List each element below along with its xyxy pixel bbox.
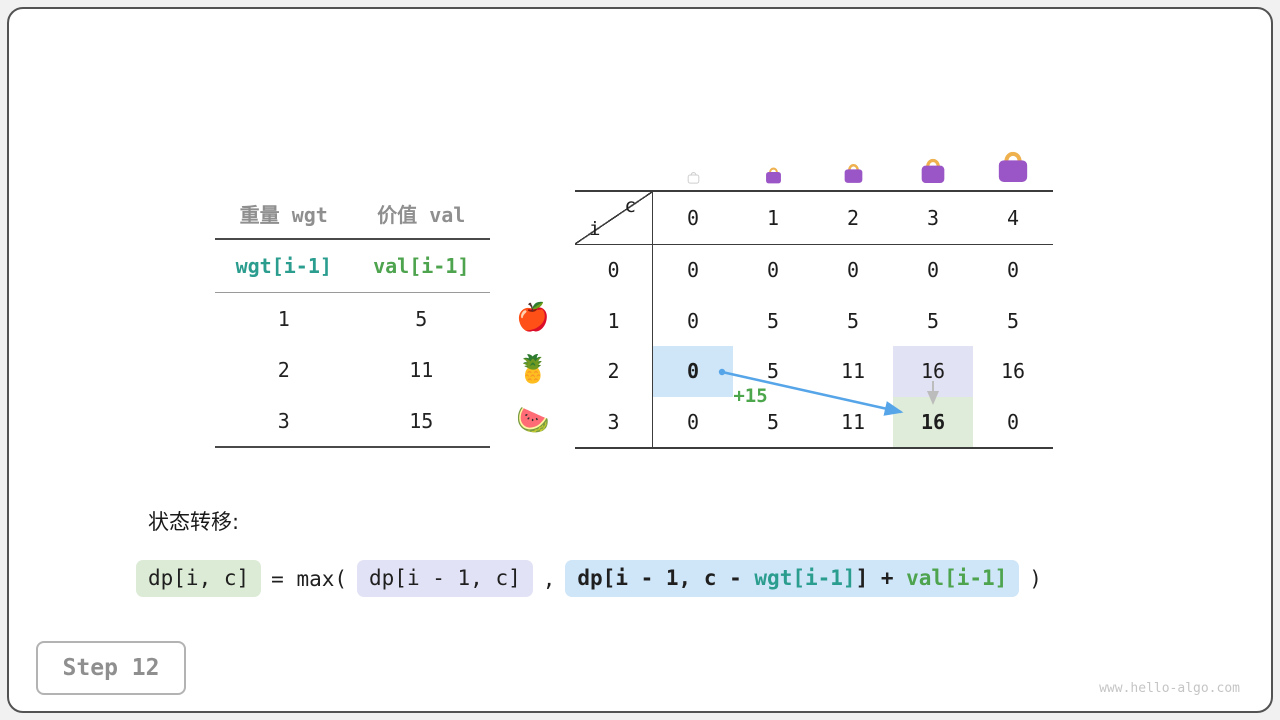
dp-cell-current-highlight: 16: [893, 396, 973, 447]
divider: [215, 292, 490, 293]
dp-cell: 0: [686, 258, 700, 283]
watermark: www.hello-algo.com: [1099, 681, 1240, 696]
dp-cell: 0: [846, 258, 860, 283]
dp-cell: 5: [926, 308, 940, 333]
item-value: 11: [409, 357, 434, 382]
dp-col-header: 2: [813, 192, 893, 245]
dp-cell: 0: [686, 308, 700, 333]
item-weight: 2: [277, 357, 290, 382]
watermelon-icon: 🍉: [516, 405, 550, 436]
item-table: 重量 wgt 价值 val wgt[i-1] val[i-1] 1 5 2 11…: [215, 188, 490, 448]
dp-row-header: 1: [575, 295, 653, 346]
item-row-3: 3 15: [215, 395, 490, 446]
dp-row-header: 3: [575, 396, 653, 447]
dp-row-header: 0: [575, 245, 653, 296]
bag-icon-capacity-1: [763, 165, 784, 184]
bag-icon-capacity-0: [686, 170, 701, 184]
corner-row-label: i: [589, 218, 601, 240]
formula-close-paren: ): [1029, 566, 1042, 591]
dp-cell: 0: [1006, 258, 1020, 283]
dp-table: c i 0 1 2 3 4 0 0 0 0 0 0 1 0 5 5 5 5 2 …: [575, 190, 1053, 449]
dp-cell: 0: [926, 258, 940, 283]
bag-row: [575, 125, 1053, 187]
item-row-2: 2 11: [215, 344, 490, 395]
dp-col-header: 1: [733, 192, 813, 245]
dp-cell: 5: [1006, 308, 1020, 333]
bag-icon-capacity-3: [917, 155, 949, 184]
take-wgt: wgt[i-1]: [754, 566, 856, 590]
item-value: 15: [409, 408, 434, 433]
step-badge: Step 12: [36, 641, 186, 695]
item-weight: 1: [277, 306, 290, 331]
dp-cell: 5: [846, 308, 860, 333]
chip-dp-skip: dp[i - 1, c]: [357, 560, 533, 598]
dp-cell: 11: [840, 409, 866, 434]
formula-op-max: = max(: [271, 566, 348, 591]
formula-comma: ,: [542, 566, 556, 591]
dp-cell-source-highlight: 0: [653, 346, 733, 397]
dp-cell: 0: [766, 258, 780, 283]
divider: [215, 446, 490, 448]
dp-cell: 5: [766, 308, 780, 333]
dp-cell: 5: [766, 409, 780, 434]
dp-cell: 11: [840, 359, 866, 384]
chip-dp-take: dp[i - 1, c - wgt[i-1]] + val[i-1]: [565, 560, 1020, 598]
item-table-header: 重量 wgt 价值 val: [215, 188, 490, 238]
chip-dp-current: dp[i, c]: [136, 560, 262, 598]
item-weight: 3: [277, 408, 290, 433]
dp-cell: 0: [686, 409, 700, 434]
dp-corner-cell: c i: [575, 192, 653, 245]
dp-cell: 16: [1000, 359, 1026, 384]
plus-value-annotation: +15: [733, 385, 768, 407]
item-row-1: 1 5: [215, 293, 490, 344]
take-prefix: dp[i - 1, c -: [577, 566, 755, 590]
dp-col-header: 0: [653, 192, 733, 245]
item-table-formula-row: wgt[i-1] val[i-1]: [215, 240, 490, 292]
divider: [215, 238, 490, 240]
dp-table-area: c i 0 1 2 3 4 0 0 0 0 0 0 1 0 5 5 5 5 2 …: [575, 125, 1053, 460]
corner-col-label: c: [624, 195, 636, 217]
dp-col-header: 4: [973, 192, 1053, 245]
pineapple-icon: 🍍: [516, 354, 550, 385]
transition-formula: dp[i, c] = max( dp[i - 1, c] , dp[i - 1,…: [136, 560, 1042, 598]
val-formula: val[i-1]: [373, 254, 470, 278]
bag-icon-capacity-4: [993, 147, 1033, 184]
dp-cell-prev-highlight: 16: [893, 346, 973, 397]
wgt-formula: wgt[i-1]: [235, 254, 332, 278]
take-val: val[i-1]: [906, 566, 1008, 590]
bag-icon-capacity-2: [841, 161, 866, 184]
dp-row-header: 2: [575, 346, 653, 397]
dp-col-header: 3: [893, 192, 973, 245]
dp-cell-unfilled: 0: [1006, 409, 1020, 434]
take-plus: ] +: [855, 566, 907, 590]
item-value: 5: [415, 306, 428, 331]
transition-title: 状态转移:: [148, 510, 240, 534]
col-header-weight: 重量 wgt: [239, 202, 328, 227]
col-header-value: 价值 val: [377, 202, 466, 227]
apple-icon: 🍎: [516, 302, 550, 333]
